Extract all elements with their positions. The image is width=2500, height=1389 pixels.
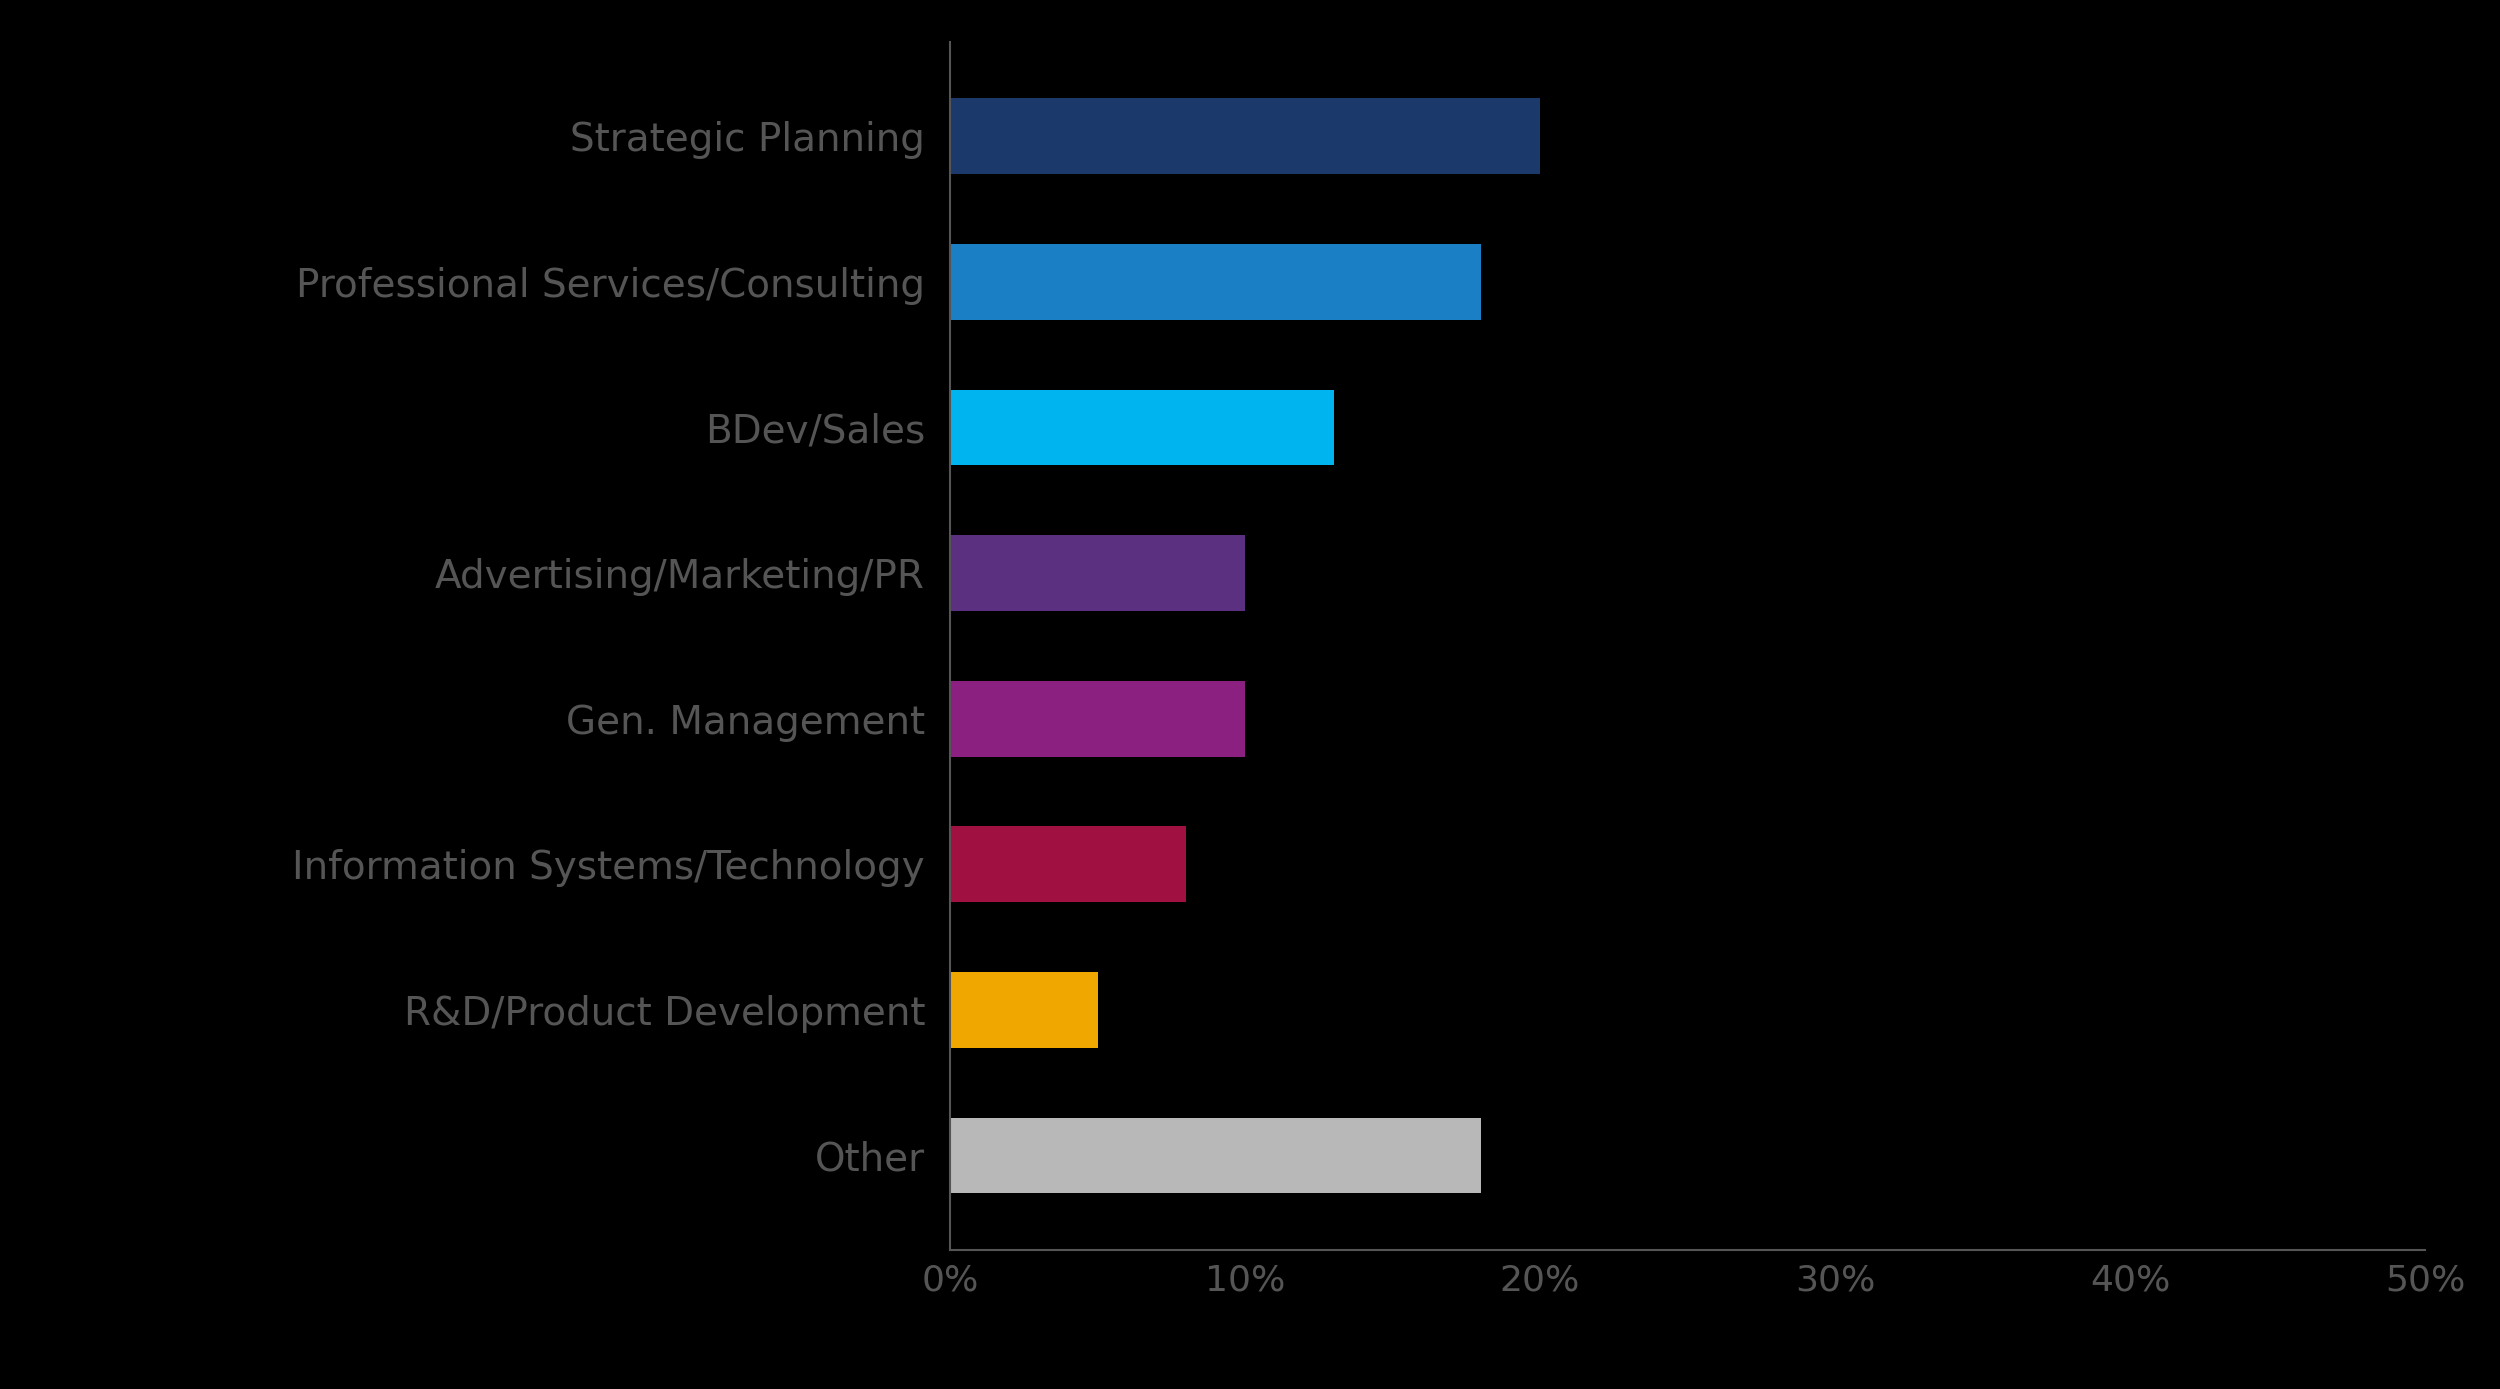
Bar <box>950 972 1098 1047</box>
Bar <box>950 1118 1480 1193</box>
Bar <box>950 681 1245 757</box>
Bar <box>950 535 1245 611</box>
Bar <box>950 826 1185 901</box>
Bar <box>950 244 1480 319</box>
Bar <box>950 99 1540 174</box>
Bar <box>950 390 1332 465</box>
